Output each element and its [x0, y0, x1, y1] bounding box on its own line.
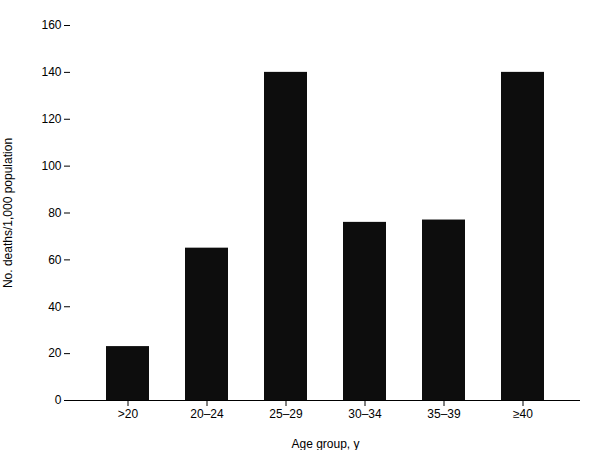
svg-text:≥40: ≥40	[513, 407, 533, 421]
svg-text:160: 160	[41, 18, 61, 32]
svg-text:35–39: 35–39	[427, 407, 461, 421]
svg-text:100: 100	[41, 159, 61, 173]
svg-text:No. deaths/1,000 population: No. deaths/1,000 population	[1, 138, 15, 288]
svg-text:80: 80	[48, 206, 62, 220]
svg-text:Age group, y: Age group, y	[291, 437, 359, 450]
svg-text:30–34: 30–34	[348, 407, 382, 421]
svg-text:40: 40	[48, 300, 62, 314]
svg-text:60: 60	[48, 253, 62, 267]
svg-text:25–29: 25–29	[269, 407, 303, 421]
svg-text:>20: >20	[118, 407, 139, 421]
svg-text:140: 140	[41, 65, 61, 79]
svg-text:120: 120	[41, 112, 61, 126]
svg-text:20–24: 20–24	[190, 407, 224, 421]
svg-text:0: 0	[55, 393, 62, 407]
svg-text:20: 20	[48, 346, 62, 360]
